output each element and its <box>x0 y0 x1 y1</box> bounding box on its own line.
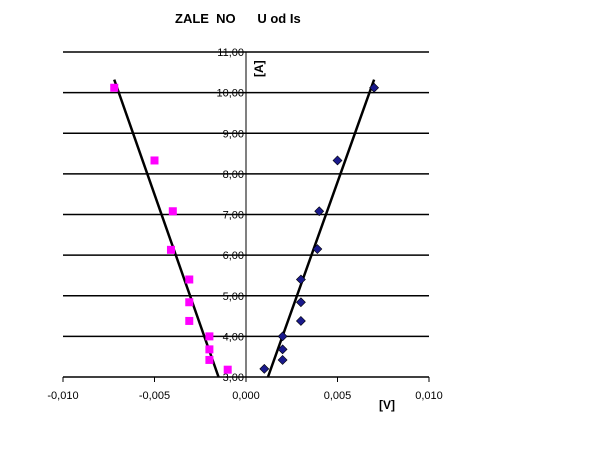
y-tick-label-6: 9,00 <box>223 128 244 140</box>
point-s0-4 <box>185 275 194 284</box>
point-s0-1 <box>150 156 159 165</box>
point-s1-7 <box>277 331 288 342</box>
point-s1-0 <box>369 82 380 93</box>
trendline-0 <box>113 79 220 378</box>
y-tick-label-8: 11,00 <box>217 47 244 59</box>
point-s0-10 <box>223 365 232 374</box>
point-s1-6 <box>295 316 306 326</box>
y-tick-label-3: 6,00 <box>223 250 244 262</box>
x-tick-label-4: 0,010 <box>415 390 443 402</box>
y-tick-label-4: 7,00 <box>223 210 244 222</box>
chart-title: ZALE NO U od Is <box>175 11 301 26</box>
x-tick-label-0: -0,010 <box>47 390 78 402</box>
y-tick-label-0: 3,00 <box>223 372 244 384</box>
point-s1-10 <box>259 363 270 374</box>
point-s1-4 <box>295 274 306 285</box>
y-axis-label: [A] <box>252 60 266 77</box>
x-tick-label-3: 0,005 <box>324 390 352 402</box>
point-s0-8 <box>205 345 214 354</box>
point-s0-3 <box>166 245 175 254</box>
x-tick-label-1: -0,005 <box>139 390 170 402</box>
point-s0-7 <box>205 332 214 341</box>
y-tick-label-5: 8,00 <box>223 169 244 181</box>
x-axis-label: [V] <box>379 398 395 412</box>
point-s1-1 <box>332 155 343 166</box>
x-tick-label-2: 0,000 <box>232 390 260 402</box>
y-tick-label-2: 5,00 <box>223 291 244 303</box>
point-s1-9 <box>277 355 288 365</box>
trendline-1 <box>266 79 376 378</box>
y-tick-label-7: 10,00 <box>216 88 244 100</box>
point-s1-8 <box>277 344 288 355</box>
point-s1-5 <box>295 297 306 308</box>
point-s0-9 <box>205 355 214 364</box>
point-s0-0 <box>110 83 119 92</box>
point-s1-2 <box>314 206 325 217</box>
point-s1-3 <box>312 244 323 254</box>
point-s0-5 <box>185 298 194 307</box>
point-s0-6 <box>185 316 194 325</box>
y-tick-label-1: 4,00 <box>223 331 244 343</box>
point-s0-2 <box>168 207 177 216</box>
